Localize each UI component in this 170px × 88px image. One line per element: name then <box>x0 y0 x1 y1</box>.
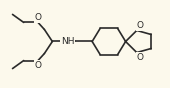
Text: O: O <box>137 21 144 30</box>
Text: O: O <box>35 13 41 22</box>
Text: O: O <box>35 61 41 70</box>
Text: O: O <box>137 53 144 62</box>
Text: NH: NH <box>61 37 75 46</box>
